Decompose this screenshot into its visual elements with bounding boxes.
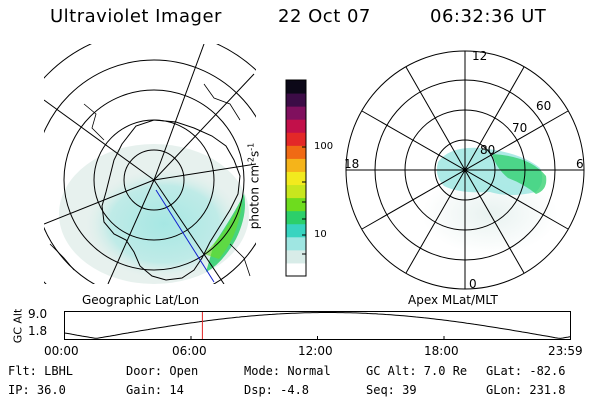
colorbar-swatch [286, 197, 306, 212]
colorbar-swatch [286, 171, 306, 186]
colorbar-tick-label-100: 100 [314, 141, 334, 152]
colorbar-swatch [286, 119, 306, 133]
colorbar-frame [285, 79, 307, 277]
glat-info: GLat: -82.6 [486, 364, 566, 378]
filter-info: Flt: LBHL [8, 364, 74, 378]
colorbar-tick-label-10: 10 [314, 229, 327, 240]
geographic-map [44, 44, 256, 284]
altitude-timeline-plot [64, 311, 571, 340]
mlat-label-70: 70 [512, 121, 527, 135]
time-tick-12-00: 12:00 [298, 344, 333, 358]
antarctica-coastline [101, 119, 241, 281]
geographic-panel-label: Geographic Lat/Lon [82, 293, 200, 307]
colorbar-swatch [286, 145, 306, 159]
mlat-label-80: 80 [480, 143, 495, 157]
colorbar-swatch [286, 210, 306, 225]
colorbar-unit-label: photon cm-2s-1 [246, 142, 262, 230]
time-tick-23-59: 23:59 [548, 344, 583, 358]
gc-alt-info: GC Alt: 7.0 Re [366, 364, 468, 378]
altitude-x-tick-marks [64, 336, 571, 340]
altitude-axis-title: GC Alt [11, 308, 25, 344]
longitude-meridians [44, 44, 256, 284]
observation-time: 06:32:36 UT [430, 6, 547, 27]
satellite-track [155, 189, 215, 283]
colorbar-swatch [286, 236, 306, 251]
colorbar-swatch [286, 80, 306, 94]
ip-info: IP: 36.0 [8, 383, 66, 397]
mlt-label-12: 12 [472, 49, 487, 63]
header: Ultraviolet Imager 22 Oct 07 06:32:36 UT [0, 6, 600, 30]
time-tick-18-00: 18:00 [424, 344, 459, 358]
seq-info: Seq: 39 [366, 383, 417, 397]
colorbar-swatch [286, 249, 306, 264]
mlt-meridians [346, 51, 584, 289]
observation-date: 22 Oct 07 [278, 6, 371, 27]
mode-info: Mode: Normal [244, 364, 331, 378]
apex-polar-plot: 12 18 6 0 60 70 80 [344, 49, 585, 291]
colorbar-swatches [286, 80, 306, 277]
colorbar-swatch [286, 158, 306, 172]
door-info: Door: Open [126, 364, 199, 378]
mlt-label-18: 18 [344, 157, 359, 171]
colorbar [285, 79, 307, 277]
altitude-plot-frame [64, 311, 571, 340]
mlt-label-6: 6 [576, 157, 584, 171]
instrument-title: Ultraviolet Imager [50, 6, 222, 27]
coastline-detail [49, 83, 251, 277]
aurora-emission-band [86, 169, 242, 279]
colorbar-swatch [286, 184, 306, 199]
time-tick-06-00: 06:00 [172, 344, 207, 358]
colorbar-swatch [286, 132, 306, 146]
colorbar-ticks [302, 146, 306, 255]
altitude-curve [64, 312, 571, 339]
aurora-emission-edge-glow [204, 199, 242, 259]
colorbar-swatch [286, 223, 306, 238]
time-tick-00-00: 00:00 [44, 344, 79, 358]
dsp-info: Dsp: -4.8 [244, 383, 310, 397]
altitude-tick-9-0: 9.0 [28, 307, 48, 321]
apex-panel-label: Apex MLat/MLT [408, 293, 498, 307]
colorbar-swatch [286, 106, 306, 120]
colorbar-swatch [286, 262, 306, 277]
mlt-label-0: 0 [469, 277, 477, 291]
altitude-tick-1-8: 1.8 [28, 324, 48, 338]
glon-info: GLon: 231.8 [486, 383, 566, 397]
apex-emission-bright [492, 154, 547, 194]
colorbar-swatch [286, 93, 306, 107]
mlat-label-60: 60 [536, 99, 551, 113]
gain-info: Gain: 14 [126, 383, 184, 397]
